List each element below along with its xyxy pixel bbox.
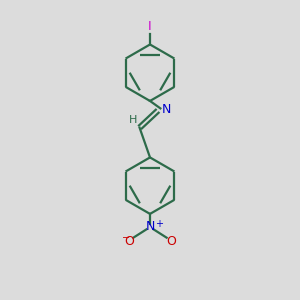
Text: N: N (162, 103, 171, 116)
Text: O: O (124, 235, 134, 248)
Text: O: O (166, 235, 176, 248)
Text: −: − (122, 233, 130, 243)
Text: N: N (145, 220, 155, 233)
Text: H: H (129, 115, 137, 125)
Text: I: I (148, 20, 152, 33)
Text: +: + (155, 219, 163, 229)
